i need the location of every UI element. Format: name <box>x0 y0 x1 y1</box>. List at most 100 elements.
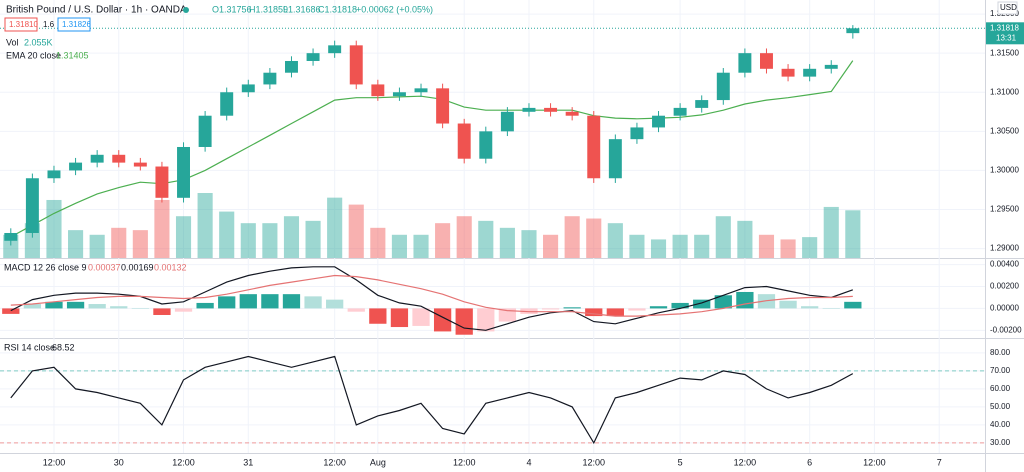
volume-bar <box>197 193 213 258</box>
volume-bar <box>413 234 429 258</box>
y-tick-label: 1.31500 <box>990 48 1019 57</box>
candle-body <box>479 131 493 159</box>
macd-histogram-bar <box>822 308 840 309</box>
volume-bar <box>132 230 148 258</box>
candle-body <box>220 92 234 116</box>
y-tick-label: 60.00 <box>990 384 1011 393</box>
x-tick-label: 30 <box>114 457 124 467</box>
candle-body <box>349 45 363 85</box>
x-tick-label: 5 <box>678 457 683 467</box>
candle-body <box>522 107 536 112</box>
macd-histogram-bar <box>282 294 301 309</box>
rsi-legend: RSI 14 close <box>4 342 55 352</box>
sell-button[interactable] <box>4 17 38 32</box>
volume-bar <box>780 239 796 258</box>
y-tick-label: 0.00200 <box>990 282 1019 291</box>
macd-histogram-bar <box>174 308 193 312</box>
y-tick-label: 1.30500 <box>990 126 1019 135</box>
volume-bar <box>348 204 364 258</box>
candle-body <box>630 127 644 140</box>
signal-line <box>10 274 853 317</box>
sell-price[interactable]: 1.31810 <box>9 20 38 29</box>
macd-histogram-bar <box>110 306 128 309</box>
x-tick-label: 12:00 <box>323 457 346 467</box>
x-tick-label: Aug <box>370 457 386 467</box>
volume-bar <box>435 223 451 258</box>
candle-body <box>155 166 169 198</box>
volume-bar <box>478 220 494 258</box>
rsi-line <box>10 355 854 445</box>
buy-button[interactable] <box>57 17 91 32</box>
ema-line <box>10 60 854 238</box>
volume-bar <box>456 216 472 258</box>
spread: 1.6 <box>43 20 55 29</box>
candle-body <box>608 139 622 179</box>
candle-body <box>133 162 147 167</box>
macd-histogram-bar <box>326 299 344 309</box>
candle-body <box>414 88 428 93</box>
candle-body <box>198 115 212 147</box>
candle-body <box>544 107 558 112</box>
macd-histogram-bar <box>585 308 603 317</box>
candle-body <box>47 170 61 179</box>
volume-bar <box>629 234 645 258</box>
macd-histogram-bar <box>153 308 171 315</box>
volume-bar <box>89 234 105 258</box>
macd-line <box>10 266 854 331</box>
candle-body <box>695 100 709 108</box>
macd-histogram-bar <box>261 294 279 309</box>
macd-histogram-bar <box>196 302 214 309</box>
macd-histogram-bar <box>433 308 452 332</box>
buy-price[interactable]: 1.31826 <box>62 20 91 29</box>
candle-body <box>565 111 579 116</box>
candle-body <box>241 84 255 93</box>
y-tick-label: 1.29500 <box>990 205 1019 214</box>
x-tick-label: 12:00 <box>734 457 757 467</box>
candle-body <box>587 115 601 179</box>
candle-body <box>328 45 342 54</box>
y-tick-label: 0.00400 <box>990 260 1019 269</box>
volume-bar <box>586 218 602 258</box>
x-tick-label: 12:00 <box>863 457 886 467</box>
macd-value: 0.00037 <box>88 262 121 272</box>
candle-body <box>4 232 18 241</box>
macd-histogram-bar <box>671 302 689 309</box>
macd-histogram-bar <box>304 296 322 309</box>
candle-body <box>803 68 817 77</box>
candle-body <box>436 88 450 124</box>
y-tick-label: 1.31000 <box>990 87 1019 96</box>
x-tick-label: 12:00 <box>43 457 66 467</box>
macd-histogram-bar <box>844 301 862 309</box>
ohlc-readout: H1.31859 <box>249 4 288 14</box>
volume-bar <box>650 239 667 258</box>
volume-bar <box>305 220 321 258</box>
macd-histogram-bar <box>218 296 236 309</box>
currency[interactable]: USD <box>1000 3 1017 12</box>
x-tick-label: 12:00 <box>582 457 605 467</box>
macd-histogram-bar <box>541 308 560 310</box>
candle-body <box>673 107 687 116</box>
candle-body <box>371 84 385 97</box>
macd-histogram-bar <box>455 308 473 335</box>
volume-bar <box>111 227 127 258</box>
volume-bar <box>154 199 170 258</box>
macd-histogram-bar <box>369 308 387 324</box>
volume-bar <box>391 234 407 258</box>
volume-bar <box>543 234 559 258</box>
countdown: 13:31 <box>996 33 1017 42</box>
macd-histogram-bar <box>239 294 257 309</box>
candle-body <box>112 154 126 163</box>
macd-histogram-bar <box>66 301 85 309</box>
volume-bar <box>737 220 753 258</box>
candle-body <box>846 28 860 34</box>
volume-bar <box>715 216 731 258</box>
currency-box[interactable] <box>997 1 1018 15</box>
x-tick-label: 12:00 <box>172 457 195 467</box>
volume-legend: Vol <box>6 37 19 47</box>
macd-histogram-bar <box>477 308 495 332</box>
macd-histogram-bar <box>628 308 646 311</box>
volume-bar <box>175 216 192 258</box>
chart-title: British Pound / U.S. Dollar · 1h · OANDA <box>6 5 187 16</box>
